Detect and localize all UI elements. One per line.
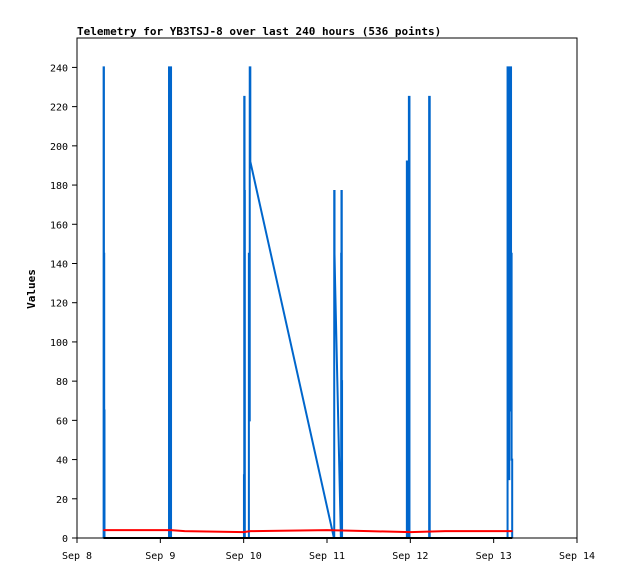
series-1-point-8: [444, 530, 446, 532]
series-0-point-63: [507, 96, 509, 98]
series-0-point-22: [244, 190, 246, 192]
series-0-point-43: [341, 190, 343, 192]
y-axis-label: Values: [25, 269, 38, 309]
series-0-point-14: [170, 66, 172, 69]
y-tick-label-10: 200: [50, 142, 68, 153]
y-tick-label-1: 20: [56, 495, 68, 506]
series-0-points: [103, 66, 513, 539]
y-tick-label-8: 160: [50, 220, 68, 231]
series-0-point-31: [249, 160, 251, 163]
x-tick-label-1: Sep 9: [145, 551, 175, 562]
series-0-point-35: [333, 190, 336, 192]
y-tick-label-5: 100: [50, 338, 68, 349]
series-0-point-36: [333, 253, 336, 255]
series-1-point-5: [326, 529, 328, 531]
series-0-point-45: [341, 380, 343, 382]
series-1-point-1: [170, 529, 172, 531]
x-tick-label-6: Sep 14: [559, 551, 595, 562]
series-0-point-2: [103, 66, 105, 69]
y-tick-label-7: 140: [50, 259, 68, 270]
series-1-point-6: [368, 530, 370, 532]
series-0-point-20: [243, 96, 246, 98]
series-0-point-28: [249, 419, 251, 421]
y-tick-label-6: 120: [50, 299, 68, 310]
y-tick-label-9: 180: [50, 181, 68, 192]
series-0-point-4: [103, 253, 105, 255]
x-tick-label-2: Sep 10: [226, 551, 262, 562]
series-1-point-4: [250, 530, 252, 532]
x-tick-label-3: Sep 11: [309, 551, 345, 562]
series-0-point-71: [509, 409, 512, 412]
series-0-point-26: [248, 253, 251, 255]
series-1-point-2: [184, 530, 186, 532]
series-1-points: [103, 529, 513, 533]
x-tick-label-0: Sep 8: [62, 551, 92, 562]
series-0-point-75: [511, 253, 513, 255]
series-0-point-6: [103, 409, 106, 412]
axes: 0 20 40 60 80 100 120 140 160 180 200 220 240 Sep 8 Se…: [50, 63, 595, 562]
y-tick-label-0: 0: [62, 534, 68, 545]
x-tick-label-5: Sep 13: [476, 551, 512, 562]
y-tick-label-4: 80: [56, 377, 68, 388]
series-1-point-0: [103, 529, 105, 531]
series-0-point-37: [334, 282, 336, 284]
y-tick-label-2: 40: [56, 456, 68, 467]
series-0-point-67: [508, 478, 510, 480]
y-tick-label-3: 60: [56, 416, 68, 427]
series-1-point-9: [511, 530, 513, 532]
series-0-point-30: [249, 66, 251, 69]
series-0-point-65: [508, 302, 510, 304]
series-0-point-18: [243, 474, 245, 476]
series-1-point-7: [409, 531, 411, 533]
series-0-point-77: [511, 458, 513, 461]
series-0-point-61: [507, 66, 509, 69]
y-tick-label-12: 240: [50, 63, 68, 74]
chart-title: Telemetry for YB3TSJ-8 over last 240 hou…: [77, 25, 441, 38]
series-0-point-57: [429, 96, 431, 98]
y-tick-label-11: 220: [50, 103, 68, 114]
series-0-point-53: [408, 96, 411, 98]
series-line-1: [103, 529, 513, 534]
series-0-point-73: [510, 66, 512, 69]
x-tick-label-4: Sep 12: [392, 551, 428, 562]
series-0-point-10: [168, 66, 171, 69]
series-0-point-41: [340, 253, 343, 255]
series-0-point-49: [406, 160, 409, 163]
series-1-point-3: [243, 531, 245, 533]
